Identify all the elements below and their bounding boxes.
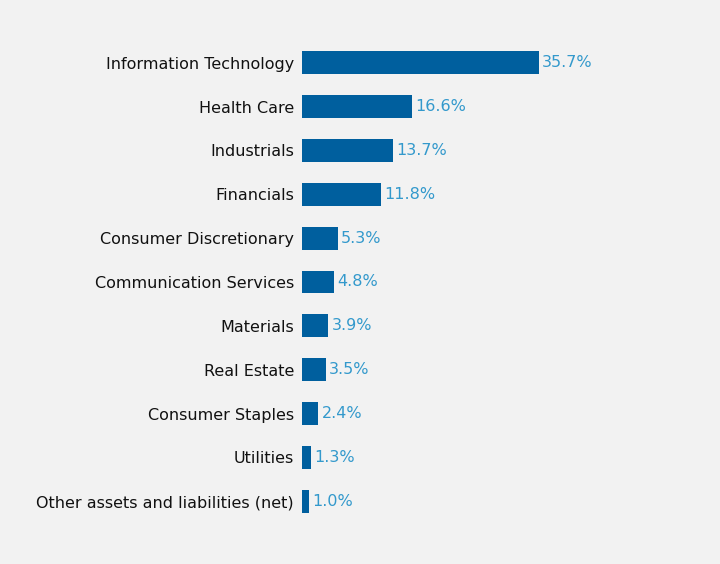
Text: 4.8%: 4.8% [338, 275, 378, 289]
Text: 1.0%: 1.0% [312, 494, 353, 509]
Text: 11.8%: 11.8% [384, 187, 435, 202]
Text: 3.5%: 3.5% [329, 362, 369, 377]
Bar [302, 95, 413, 118]
Text: 2.4%: 2.4% [322, 406, 362, 421]
Bar [302, 490, 309, 513]
Bar [302, 183, 381, 206]
Text: 3.9%: 3.9% [331, 318, 372, 333]
Bar [302, 446, 311, 469]
Bar [302, 227, 338, 249]
Bar [302, 358, 325, 381]
Text: 1.3%: 1.3% [315, 450, 355, 465]
Text: 35.7%: 35.7% [542, 55, 593, 70]
Bar [302, 315, 328, 337]
Bar [302, 139, 393, 162]
Text: 13.7%: 13.7% [397, 143, 447, 158]
Text: 16.6%: 16.6% [415, 99, 467, 114]
Bar [302, 51, 539, 74]
Bar [302, 271, 334, 293]
Text: 5.3%: 5.3% [341, 231, 382, 246]
Bar [302, 402, 318, 425]
